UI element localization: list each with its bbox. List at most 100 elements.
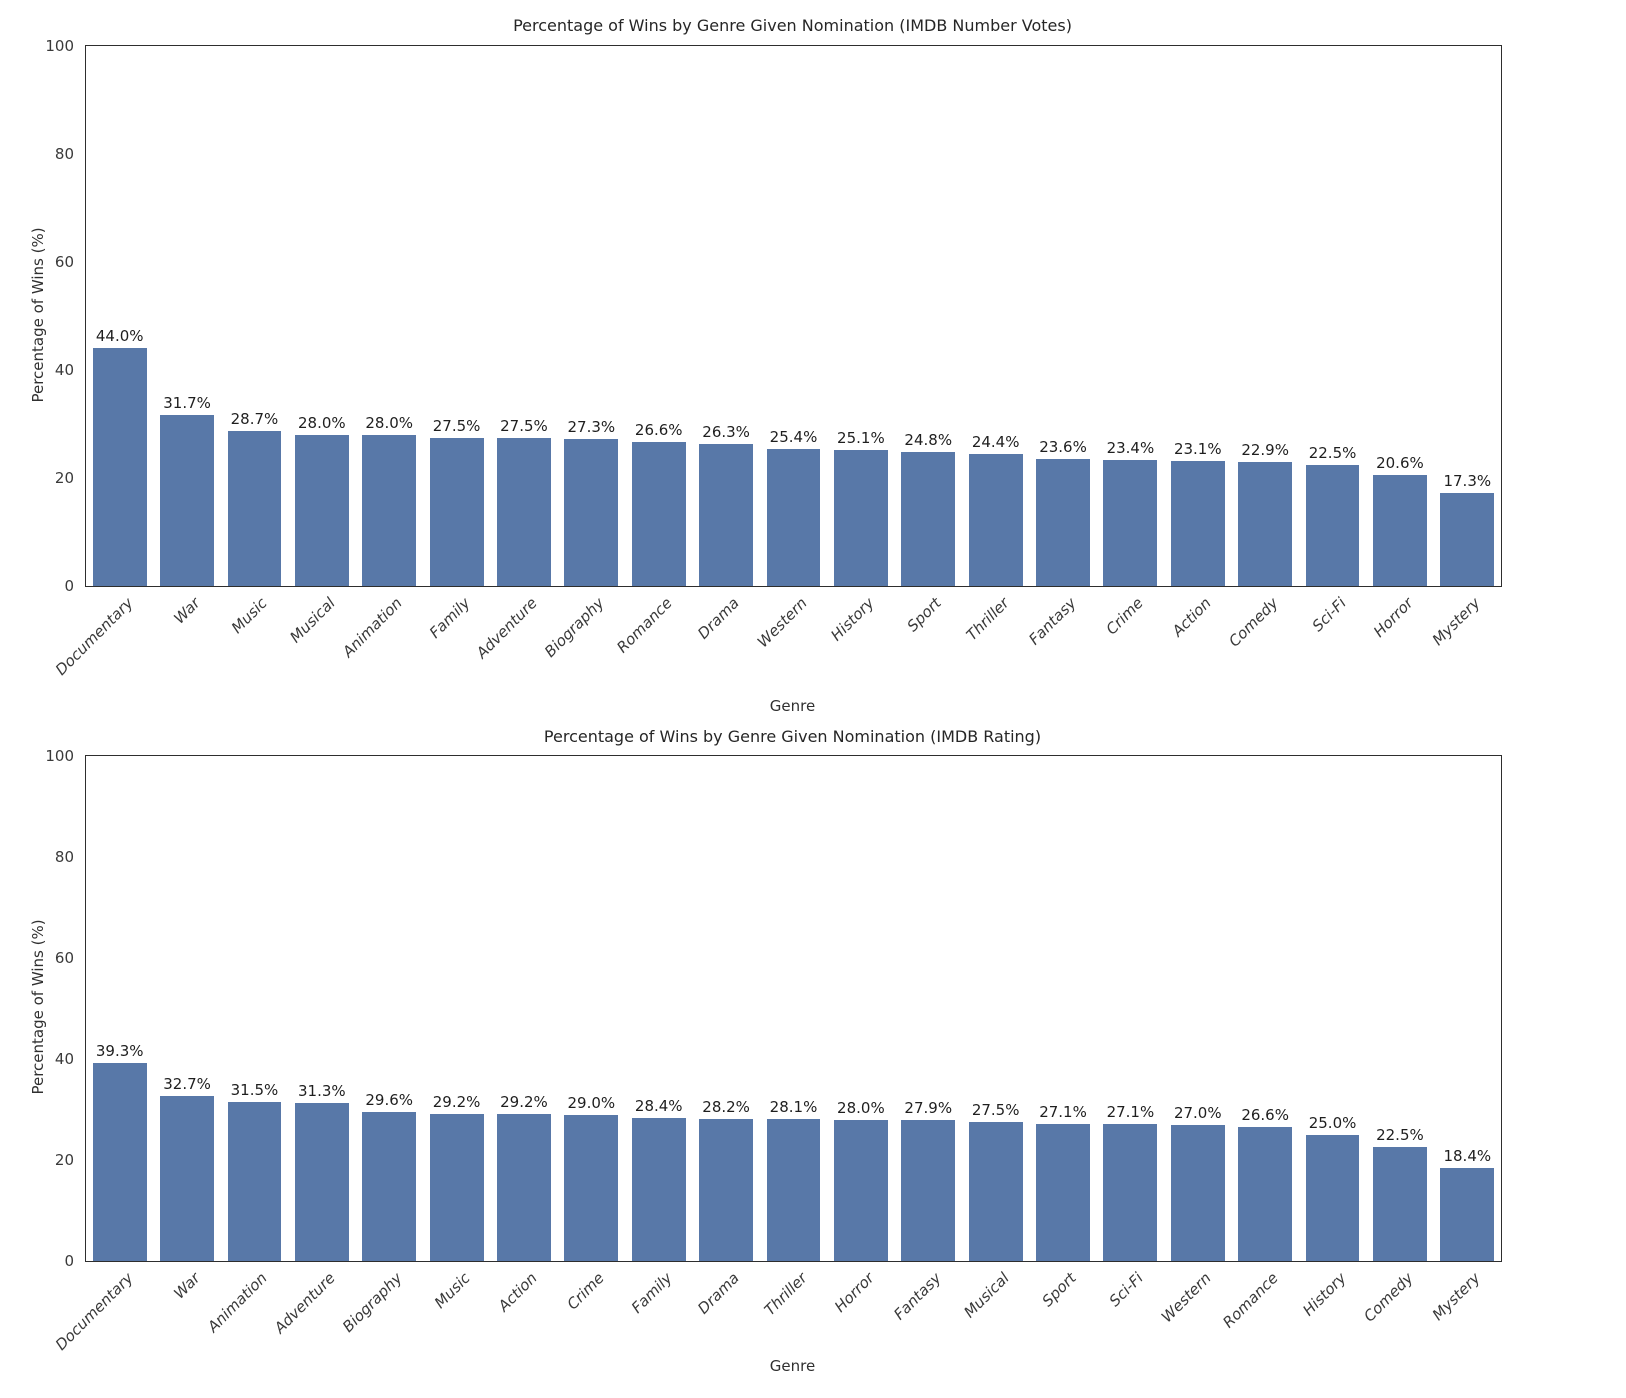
y-tick-label: 40 [54, 1050, 74, 1068]
bar [497, 1113, 551, 1261]
x-tick-label: Romance [612, 594, 676, 657]
bar-value-label: 22.5% [1308, 443, 1357, 462]
bar-value-label: 28.7% [230, 410, 279, 429]
y-tick-label: 100 [45, 747, 74, 765]
x-tick-label: Mystery [1429, 594, 1485, 650]
y-tick-label: 0 [64, 577, 74, 595]
bar [160, 1095, 214, 1261]
x-axis-label-number-votes: Genre [769, 697, 816, 715]
bar [833, 1119, 888, 1261]
bar-value-label: 32.7% [163, 1074, 211, 1093]
x-tick-label: Biography [541, 594, 609, 661]
y-tick-label: 40 [54, 361, 74, 379]
bar-value-label: 25.4% [769, 427, 818, 446]
bar-value-label: 23.1% [1173, 440, 1222, 459]
bar [968, 1122, 1023, 1261]
bar-value-label: 28.0% [837, 1098, 885, 1117]
bar [1036, 1124, 1090, 1261]
x-tick-label: War [170, 594, 204, 628]
bar [564, 438, 619, 586]
bar [92, 348, 147, 586]
bar [1036, 458, 1090, 586]
x-tick-label: Thriller [962, 594, 1013, 645]
bar [1170, 461, 1225, 586]
bar-value-label: 29.0% [567, 1093, 616, 1112]
y-tick-label: 80 [54, 848, 74, 866]
bar [92, 1062, 147, 1261]
bar [699, 443, 754, 586]
y-tick-label: 0 [64, 1252, 74, 1270]
bar-value-label: 27.1% [1106, 1103, 1155, 1122]
bar-value-label: 26.6% [634, 421, 683, 440]
x-tick-label: Sci-Fi [1308, 594, 1350, 636]
plot-area-number-votes: 0 20 40 60 80 100 44.0% Documentary 31.7% War 28.7… [45, 37, 1502, 679]
bar [294, 434, 349, 586]
bar [1103, 459, 1158, 586]
bar [631, 1117, 686, 1261]
bar-value-label: 44.0% [95, 327, 144, 346]
bar [227, 431, 282, 586]
bar [1170, 1124, 1225, 1261]
bar-value-label: 23.4% [1106, 438, 1155, 457]
bar-value-label: 27.3% [567, 417, 616, 436]
bar [1238, 462, 1293, 586]
bar-value-label: 28.2% [702, 1097, 750, 1116]
bar [1440, 1168, 1495, 1261]
bar-value-label: 23.6% [1039, 437, 1087, 456]
bar-value-label: 25.0% [1308, 1113, 1357, 1132]
bar [901, 1120, 956, 1261]
bar [968, 454, 1023, 586]
y-tick-label: 20 [54, 469, 74, 487]
bar-value-label: 27.1% [1039, 1103, 1087, 1122]
bar [766, 1119, 821, 1261]
bar [429, 1113, 484, 1261]
chart-title-rating: Percentage of Wins by Genre Given Nomina… [543, 727, 1042, 746]
bar-value-label: 39.3% [95, 1041, 144, 1060]
x-tick-label: Comedy [1225, 594, 1282, 651]
bar [362, 1111, 417, 1261]
bar [497, 437, 551, 586]
bar-value-label: 22.9% [1241, 441, 1289, 460]
bar [1305, 464, 1360, 586]
bar [766, 448, 821, 586]
bar-value-label: 17.3% [1443, 471, 1492, 490]
bar-value-label: 22.5% [1376, 1126, 1424, 1145]
bar-value-label: 26.6% [1241, 1105, 1289, 1124]
bar-value-label: 24.4% [971, 433, 1020, 452]
x-tick-label: History [827, 594, 878, 645]
x-tick-label: Adventure [472, 594, 541, 663]
bar [833, 450, 888, 586]
bar-value-label: 27.9% [904, 1099, 953, 1118]
bar [294, 1102, 349, 1261]
y-tick-label: 80 [54, 145, 74, 163]
bar-value-label: 29.2% [432, 1092, 481, 1111]
bar [160, 414, 214, 586]
bar-value-label: 28.4% [634, 1096, 683, 1115]
y-tick-label: 20 [54, 1151, 74, 1169]
x-axis-label-rating: Genre [769, 1357, 816, 1375]
bar [564, 1114, 619, 1261]
x-tick-label: Western [753, 594, 811, 652]
bar-value-label: 28.0% [365, 413, 414, 432]
bar-value-label: 27.5% [971, 1101, 1020, 1120]
bar-value-label: 27.0% [1173, 1103, 1222, 1122]
plot-area-rating: 0 20 40 60 80 100 39.3% Documentary 32.7% War 31.5… [45, 747, 1502, 1354]
bar [1440, 492, 1495, 586]
bar-value-label: 28.1% [769, 1098, 818, 1117]
x-tick-label: Sport [903, 594, 945, 636]
x-tick-label: Crime [1102, 594, 1148, 639]
bar [699, 1118, 754, 1261]
x-tick-label: Fantasy [1025, 594, 1080, 649]
x-tick-label: Horror [1369, 594, 1417, 641]
bar [429, 437, 484, 586]
bar-value-label: 25.1% [837, 429, 885, 448]
bar [1238, 1126, 1293, 1261]
bar-value-label: 31.3% [298, 1081, 346, 1100]
bar [362, 434, 417, 586]
bar [901, 452, 956, 586]
y-tick-label: 100 [45, 37, 74, 55]
x-tick-label: Documentary [51, 594, 137, 679]
bar-value-label: 26.3% [702, 422, 750, 441]
bar-value-label: 29.6% [365, 1090, 414, 1109]
